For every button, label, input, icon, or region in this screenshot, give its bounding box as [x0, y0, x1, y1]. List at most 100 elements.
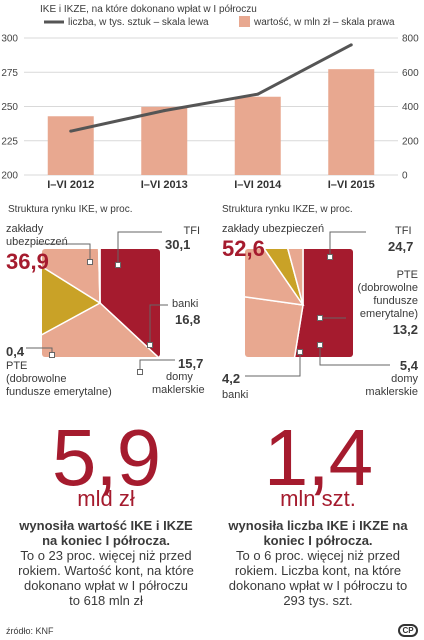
stat-right-line-3: dokonano wpłat w I półroczu to	[228, 578, 408, 593]
stat-right-bold-1: wynosiła liczba IKE i IKZE na	[228, 518, 408, 533]
ikze-ins-value: 52,6	[222, 236, 265, 261]
ike-banki-label: banki	[172, 298, 199, 310]
pie-slice	[249, 249, 304, 306]
stat-left-bold-1: wynosiła wartość IKE i IKZE	[19, 518, 193, 533]
stat-left-description: wynosiła wartość IKE i IKZE na koniec I …	[0, 518, 212, 608]
leader-line	[139, 359, 175, 372]
y-left-tick-label: 250	[1, 102, 18, 113]
line-point	[349, 43, 353, 47]
leader-line	[117, 231, 162, 265]
stat-left-unit: mld zł	[77, 486, 135, 511]
leader-marker	[317, 342, 323, 348]
ikze-tfi-value: 24,7	[388, 239, 414, 254]
publisher-logo: CP	[398, 624, 418, 637]
x-tick-label: I–VI 2013	[141, 179, 188, 191]
pie-slice	[42, 249, 101, 305]
main-chart-title: IKE i IKZE, na które dokonano wpłat w I …	[40, 4, 257, 15]
ike-dm-label-1: domy	[166, 371, 193, 383]
x-tick-label: I–VI 2015	[328, 179, 375, 191]
ikze-dm-value: 5,4	[399, 358, 418, 373]
ikze-pte-value: 13,2	[392, 322, 418, 337]
y-left-tick-label: 300	[1, 34, 18, 45]
ikze-pte-label-1: PTE	[396, 269, 418, 281]
ikze-tfi-label: TFI	[395, 225, 412, 237]
line-point	[256, 92, 260, 96]
leader-lines	[26, 231, 390, 377]
leader-line	[26, 347, 53, 355]
legend-bar-swatch	[239, 16, 250, 27]
ikze-ins-label: zakłady ubezpieczeń	[222, 223, 325, 235]
ike-pte-value: 0,4	[6, 344, 25, 359]
combo-chart: 200 225 250 275 300 0 200 400 600 800 I–VI 2012 I–V…	[1, 34, 419, 192]
pie-slices	[245, 249, 353, 357]
leader-line	[319, 345, 390, 366]
leader-marker	[317, 315, 323, 321]
ike-banki-value: 16,8	[175, 312, 201, 327]
pie-slice	[245, 276, 304, 357]
stat-right-line-1: To o 6 proc. więcej niż przed	[235, 548, 401, 563]
y-left-tick-label: 200	[1, 171, 18, 182]
y-right-tick-label: 800	[402, 34, 419, 45]
y-right-tick-label: 600	[402, 68, 419, 79]
bar	[234, 96, 281, 175]
stat-left-bold-2: na koniec I półrocza.	[42, 533, 170, 548]
leader-line	[245, 352, 301, 377]
y-right-tick-label: 400	[402, 102, 419, 113]
ike-dm-value: 15,7	[178, 356, 204, 371]
stat-right-line-2: rokiem. Liczba kont, na które	[234, 563, 402, 578]
ike-pie-chart	[42, 249, 160, 357]
ike-tfi-value: 30,1	[165, 237, 191, 252]
ike-pte-label-2: (dobrowolne	[6, 373, 67, 385]
line-point	[69, 129, 73, 133]
legend-line-label: liczba, w tys. sztuk – skala lewa	[68, 17, 209, 28]
bar	[47, 116, 94, 175]
leader-marker	[297, 349, 303, 355]
stat-right-number: 1,4	[263, 413, 373, 502]
stat-right-unit: mln szt.	[280, 486, 356, 511]
stat-right-line-4: 293 tys. szt.	[283, 593, 353, 608]
leader-marker	[327, 254, 333, 260]
pie-slice	[245, 249, 304, 306]
ike-pte-label-3: fundusze emerytalne)	[6, 386, 112, 398]
stat-left-line-1: To o 23 proc. więcej niż przed	[20, 548, 192, 563]
leader-marker	[115, 262, 121, 268]
ikze-pte-label-2: (dobrowolne	[357, 282, 418, 294]
ikze-dm-label-2: maklerskie	[365, 386, 418, 398]
leader-marker	[147, 342, 153, 348]
bar	[328, 69, 375, 175]
y-left-tick-label: 275	[1, 68, 18, 79]
bar	[141, 106, 188, 175]
ikze-banki-value: 4,2	[222, 371, 241, 386]
stat-left-number: 5,9	[51, 413, 161, 502]
leader-line	[149, 304, 168, 345]
leader-line	[329, 231, 366, 257]
ike-dm-label-2: maklerskie	[152, 384, 205, 396]
ike-ins-label-2: ubezpieczeń	[6, 236, 68, 248]
leader-marker	[137, 369, 143, 375]
legend-line-swatch	[44, 20, 64, 24]
stat-right-bold-2: koniec I półrocza.	[263, 533, 373, 548]
ikze-banki-label: banki	[222, 389, 249, 401]
stat-left-line-2: rokiem. Wartość kont, na które	[18, 563, 194, 578]
pie-slices	[42, 249, 160, 357]
stat-left-line-3: dokonano wpłat w I półroczu	[23, 578, 189, 593]
series-line	[70, 43, 352, 133]
ikze-dm-label-1: domy	[391, 373, 418, 385]
leader-marker	[87, 259, 93, 265]
ike-ins-label-1: zakłady	[6, 223, 44, 235]
legend-bar-label: wartość, w mln zł – skala prawa	[254, 17, 395, 28]
source-note: źródło: KNF	[6, 626, 54, 636]
ike-pte-label-1: PTE	[6, 360, 28, 372]
y-left-tick-label: 225	[1, 136, 18, 147]
stat-right-description: wynosiła liczba IKE i IKZE na koniec I p…	[212, 518, 424, 608]
leader-marker	[49, 352, 55, 358]
ikze-pte-label-3: fundusze	[373, 295, 418, 307]
stat-left-line-4: to 618 mln zł	[69, 593, 143, 608]
x-tick-label: I–VI 2012	[47, 179, 94, 191]
ike-tfi-label: TFI	[183, 225, 201, 237]
ikze-title: Struktura rynku IKZE, w proc.	[222, 204, 353, 215]
x-tick-label: I–VI 2014	[234, 179, 282, 191]
ikze-pte-label-4: emerytalne)	[359, 308, 418, 320]
leader-line	[36, 243, 91, 262]
ike-ins-value: 36,9	[6, 249, 49, 274]
